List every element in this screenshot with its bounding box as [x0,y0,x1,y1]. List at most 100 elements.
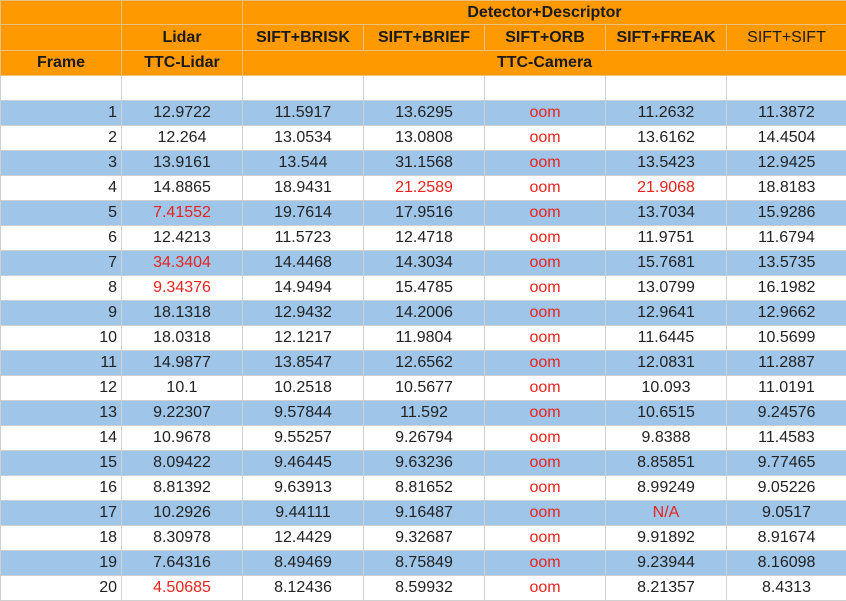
ttc-camera-cell: 12.9662 [727,301,846,326]
ttc-camera-cell: 9.24576 [727,401,846,426]
ttc-camera-cell: 13.0808 [364,126,485,151]
ttc-camera-cell: 14.4504 [727,126,846,151]
ttc-lidar-cell: 7.64316 [122,551,243,576]
ttc-camera-cell: 21.9068 [606,176,727,201]
ttc-lidar-cell: 8.09422 [122,451,243,476]
ttc-camera-cell: 13.5735 [727,251,846,276]
ttc-camera-cell: 15.4785 [364,276,485,301]
ttc-camera-cell: 12.6562 [364,351,485,376]
ttc-camera-cell: 11.6445 [606,326,727,351]
ttc-camera-cell: oom [485,576,606,601]
ttc-camera-cell: 15.9286 [727,201,846,226]
ttc-camera-cell: 11.9804 [364,326,485,351]
ttc-lidar-cell: 18.1318 [122,301,243,326]
ttc-camera-cell: 13.6162 [606,126,727,151]
ttc-lidar-cell: 34.3404 [122,251,243,276]
ttc-camera-cell: 8.99249 [606,476,727,501]
ttc-camera-cell: 8.85851 [606,451,727,476]
ttc-camera-cell: 9.77465 [727,451,846,476]
ttc-camera-cell: 8.4313 [727,576,846,601]
frame-cell: 7 [1,251,122,276]
ttc-camera-cell: 10.5699 [727,326,846,351]
spacer-row [1,76,846,101]
header-ttc-camera: TTC-Camera [243,51,846,76]
ttc-camera-cell: 10.6515 [606,401,727,426]
ttc-camera-cell: 9.55257 [243,426,364,451]
frame-cell: 5 [1,201,122,226]
frame-cell: 11 [1,351,122,376]
ttc-lidar-cell: 8.30978 [122,526,243,551]
ttc-camera-cell: oom [485,126,606,151]
header-lidar: Lidar [122,25,243,51]
ttc-camera-cell: 8.49469 [243,551,364,576]
ttc-camera-cell: oom [485,501,606,526]
ttc-camera-cell: oom [485,451,606,476]
frame-cell: 2 [1,126,122,151]
ttc-camera-cell: 8.91674 [727,526,846,551]
ttc-camera-cell: 11.0191 [727,376,846,401]
ttc-camera-cell: 14.3034 [364,251,485,276]
header-empty-frame-2 [1,25,122,51]
frame-cell: 8 [1,276,122,301]
ttc-camera-cell: 13.7034 [606,201,727,226]
ttc-lidar-cell: 9.34376 [122,276,243,301]
ttc-camera-cell: 12.4429 [243,526,364,551]
ttc-camera-cell: N/A [606,501,727,526]
ttc-camera-cell: 12.9641 [606,301,727,326]
ttc-camera-cell: 11.592 [364,401,485,426]
ttc-camera-cell: 11.3872 [727,101,846,126]
ttc-lidar-cell: 14.8865 [122,176,243,201]
frame-cell: 20 [1,576,122,601]
ttc-camera-cell: 8.12436 [243,576,364,601]
ttc-lidar-cell: 13.9161 [122,151,243,176]
frame-cell: 19 [1,551,122,576]
ttc-lidar-cell: 18.0318 [122,326,243,351]
frame-cell: 6 [1,226,122,251]
ttc-camera-cell: 9.44111 [243,501,364,526]
ttc-camera-cell: 11.6794 [727,226,846,251]
ttc-camera-cell: 11.2632 [606,101,727,126]
frame-cell: 18 [1,526,122,551]
frame-cell: 9 [1,301,122,326]
ttc-camera-cell: oom [485,401,606,426]
ttc-camera-cell: oom [485,426,606,451]
ttc-camera-cell: 14.4468 [243,251,364,276]
frame-cell: 4 [1,176,122,201]
header-ttc-lidar: TTC-Lidar [122,51,243,76]
ttc-camera-cell: 12.4718 [364,226,485,251]
ttc-camera-cell: 9.46445 [243,451,364,476]
ttc-camera-cell: 13.544 [243,151,364,176]
header-empty-lidar [122,1,243,25]
header-combo-sift-brisk: SIFT+BRISK [243,25,364,51]
ttc-camera-cell: 9.32687 [364,526,485,551]
frame-cell: 3 [1,151,122,176]
ttc-camera-cell: oom [485,326,606,351]
frame-cell: 15 [1,451,122,476]
ttc-camera-cell: 9.16487 [364,501,485,526]
ttc-camera-cell: 9.0517 [727,501,846,526]
ttc-camera-cell: 13.0534 [243,126,364,151]
ttc-camera-cell: oom [485,551,606,576]
ttc-camera-cell: 11.9751 [606,226,727,251]
ttc-camera-cell: oom [485,351,606,376]
header-combo-sift-sift: SIFT+SIFT [727,25,846,51]
ttc-camera-cell: 13.6295 [364,101,485,126]
ttc-lidar-cell: 10.2926 [122,501,243,526]
ttc-camera-cell: 21.2589 [364,176,485,201]
ttc-camera-cell: oom [485,376,606,401]
ttc-lidar-cell: 14.9877 [122,351,243,376]
ttc-camera-cell: 9.8388 [606,426,727,451]
